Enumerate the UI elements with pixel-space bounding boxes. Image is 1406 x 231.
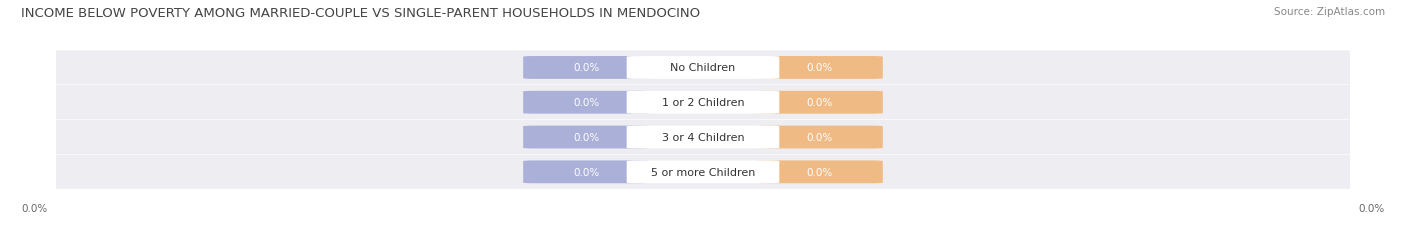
Text: 0.0%: 0.0% bbox=[574, 132, 600, 143]
Text: 0.0%: 0.0% bbox=[806, 132, 832, 143]
Text: Source: ZipAtlas.com: Source: ZipAtlas.com bbox=[1274, 7, 1385, 17]
Text: 0.0%: 0.0% bbox=[574, 167, 600, 177]
FancyBboxPatch shape bbox=[627, 126, 779, 149]
FancyBboxPatch shape bbox=[31, 121, 1375, 154]
Text: 0.0%: 0.0% bbox=[574, 98, 600, 108]
Text: No Children: No Children bbox=[671, 63, 735, 73]
FancyBboxPatch shape bbox=[523, 161, 650, 183]
Text: 5 or more Children: 5 or more Children bbox=[651, 167, 755, 177]
FancyBboxPatch shape bbox=[31, 155, 1375, 189]
FancyBboxPatch shape bbox=[756, 57, 883, 79]
FancyBboxPatch shape bbox=[523, 126, 650, 149]
Text: 0.0%: 0.0% bbox=[806, 63, 832, 73]
Text: 3 or 4 Children: 3 or 4 Children bbox=[662, 132, 744, 143]
FancyBboxPatch shape bbox=[523, 91, 650, 114]
Text: 0.0%: 0.0% bbox=[806, 98, 832, 108]
FancyBboxPatch shape bbox=[31, 51, 1375, 85]
Text: 1 or 2 Children: 1 or 2 Children bbox=[662, 98, 744, 108]
Text: 0.0%: 0.0% bbox=[1358, 203, 1385, 213]
FancyBboxPatch shape bbox=[756, 161, 883, 183]
Text: INCOME BELOW POVERTY AMONG MARRIED-COUPLE VS SINGLE-PARENT HOUSEHOLDS IN MENDOCI: INCOME BELOW POVERTY AMONG MARRIED-COUPL… bbox=[21, 7, 700, 20]
Text: 0.0%: 0.0% bbox=[21, 203, 48, 213]
FancyBboxPatch shape bbox=[627, 161, 779, 183]
Text: 0.0%: 0.0% bbox=[806, 167, 832, 177]
FancyBboxPatch shape bbox=[523, 57, 650, 79]
FancyBboxPatch shape bbox=[627, 57, 779, 79]
FancyBboxPatch shape bbox=[31, 86, 1375, 120]
FancyBboxPatch shape bbox=[756, 91, 883, 114]
FancyBboxPatch shape bbox=[756, 126, 883, 149]
Text: 0.0%: 0.0% bbox=[574, 63, 600, 73]
FancyBboxPatch shape bbox=[627, 91, 779, 114]
